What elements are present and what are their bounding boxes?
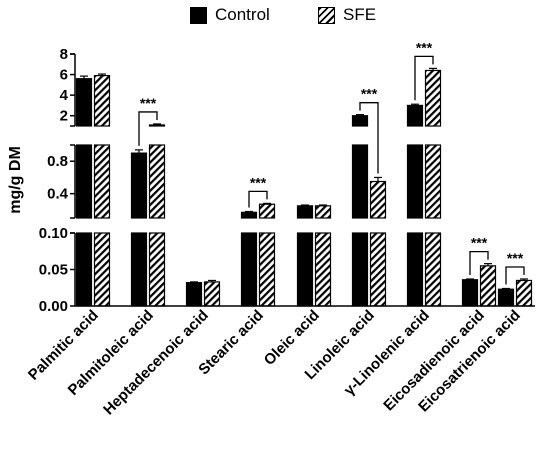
bar-sfe-0 <box>93 232 111 307</box>
significance-bracket-2 <box>359 102 379 174</box>
legend-item-sfe: SFE <box>318 5 376 25</box>
bar-sfe-6 <box>424 69 442 127</box>
significance-label-4: *** <box>471 235 488 251</box>
bar-sfe-0 <box>93 74 111 127</box>
y-tick-label: 0.8 <box>47 153 68 170</box>
bar-control-3 <box>240 211 258 219</box>
solid-swatch-icon <box>190 6 207 24</box>
y-tick-label: 0.05 <box>39 262 68 279</box>
bar-sfe-7 <box>479 265 497 307</box>
bar-control-0 <box>75 232 93 307</box>
bar-sfe-0 <box>93 144 111 219</box>
bar-control-7 <box>461 279 479 307</box>
bar-control-4 <box>296 205 314 219</box>
significance-label-5: *** <box>507 250 524 266</box>
bar-control-5 <box>351 144 369 219</box>
bar-control-6 <box>406 232 424 307</box>
significance-bracket-1 <box>248 190 268 208</box>
significance-bracket-5 <box>505 266 525 285</box>
bar-control-3 <box>240 232 258 307</box>
bar-control-5 <box>351 232 369 307</box>
bar-sfe-6 <box>424 232 442 307</box>
significance-label-3: *** <box>416 39 433 55</box>
legend-label-control: Control <box>215 5 270 24</box>
y-tick-label: 8 <box>60 46 68 63</box>
y-tick-label: 6 <box>60 67 68 84</box>
y-tick-label: 2 <box>60 108 68 125</box>
bar-sfe-5 <box>369 232 387 307</box>
y-tick-label: 0.00 <box>39 298 68 315</box>
bar-sfe-6 <box>424 144 442 219</box>
significance-bracket-0 <box>138 111 158 146</box>
bar-sfe-4 <box>314 232 332 307</box>
bar-sfe-8 <box>515 279 533 307</box>
bar-control-0 <box>75 78 93 127</box>
y-axis-label: mg/g DM <box>7 146 24 214</box>
bar-sfe-3 <box>258 232 276 307</box>
bar-sfe-5 <box>369 180 387 219</box>
bar-sfe-4 <box>314 205 332 219</box>
bar-control-0 <box>75 144 93 219</box>
y-tick-label: 0.4 <box>47 186 69 203</box>
bar-control-8 <box>497 288 515 307</box>
legend-label-sfe: SFE <box>343 5 377 24</box>
bar-control-5 <box>351 115 369 127</box>
bar-control-4 <box>296 232 314 307</box>
bar-sfe-2 <box>203 281 221 307</box>
bar-control-6 <box>406 104 424 127</box>
bar-control-1 <box>130 232 148 307</box>
bar-sfe-1 <box>148 144 166 219</box>
bar-sfe-3 <box>258 203 276 219</box>
significance-label-0: *** <box>140 95 157 111</box>
x-tick-label: Heptadecenoic acid <box>100 307 212 419</box>
significance-label-1: *** <box>250 174 267 190</box>
y-tick-label: 4 <box>60 87 69 104</box>
bar-control-2 <box>185 282 203 307</box>
bar-control-1 <box>130 152 148 219</box>
significance-label-2: *** <box>361 86 378 102</box>
legend-item-control: Control <box>190 5 270 25</box>
significance-bracket-4 <box>469 251 489 275</box>
chart-legend: Control SFE <box>0 5 550 27</box>
y-tick-label: 0.10 <box>39 225 68 242</box>
bar-control-6 <box>406 144 424 219</box>
bar-sfe-1 <box>148 232 166 307</box>
hatched-swatch-icon <box>318 6 335 24</box>
significance-bracket-3 <box>414 55 434 101</box>
bar-sfe-1 <box>148 124 166 127</box>
